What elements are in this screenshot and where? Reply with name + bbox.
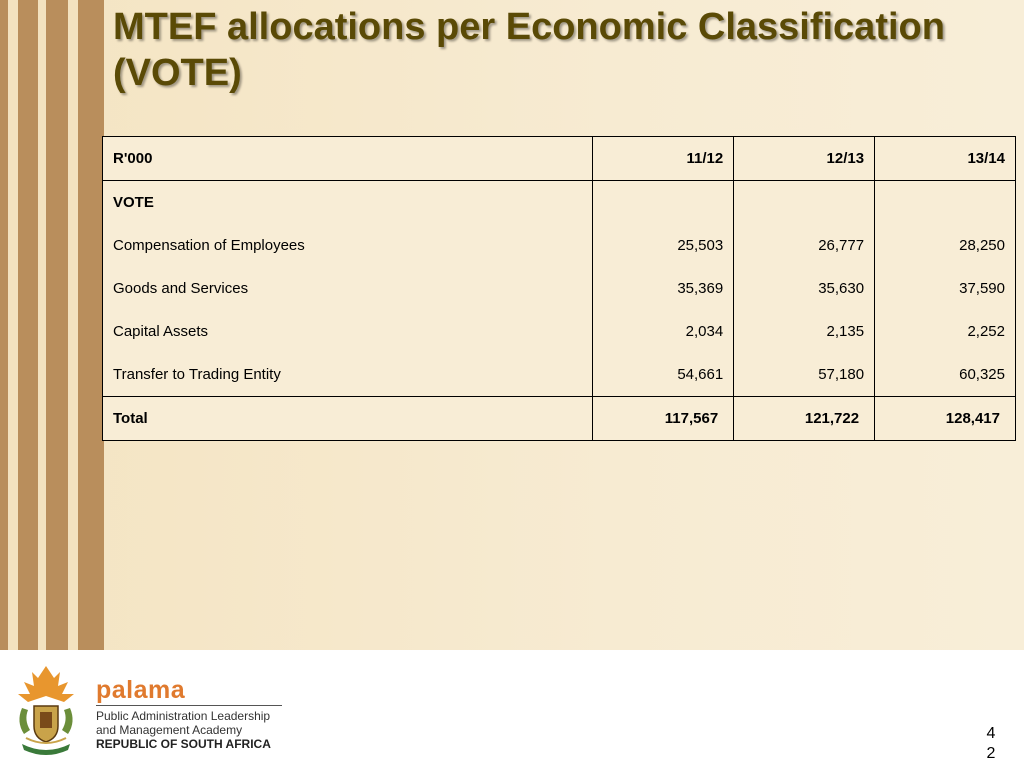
total-value: 128,417 — [874, 396, 1016, 441]
header-year: 13/14 — [874, 136, 1016, 181]
header-year: 11/12 — [592, 136, 735, 181]
brand-divider — [96, 705, 282, 706]
row-label: Compensation of Employees — [101, 224, 594, 267]
row-value: 54,661 — [592, 353, 735, 397]
total-label: Total — [101, 396, 594, 441]
decorative-stripe — [46, 0, 68, 650]
decorative-stripe — [88, 0, 104, 650]
row-value: 25,503 — [592, 224, 735, 267]
row-value: 2,034 — [592, 310, 735, 353]
table-row: Compensation of Employees 25,503 26,777 … — [101, 224, 1016, 267]
total-value: 121,722 — [733, 396, 876, 441]
table-header-row: R'000 11/12 12/13 13/14 — [101, 136, 1016, 181]
org-name-line: Public Administration Leadership — [96, 709, 271, 723]
section-label: VOTE — [101, 180, 594, 224]
row-value: 2,252 — [874, 310, 1016, 353]
row-value: 60,325 — [874, 353, 1016, 397]
decorative-stripe — [38, 0, 46, 650]
row-label: Goods and Services — [101, 267, 594, 310]
table-section-row: VOTE — [101, 180, 1016, 224]
row-value: 57,180 — [733, 353, 876, 397]
decorative-stripe — [0, 0, 8, 650]
decorative-stripe — [68, 0, 78, 650]
mtef-allocations-table: R'000 11/12 12/13 13/14 VOTE Compensatio… — [101, 136, 1016, 441]
row-label: Transfer to Trading Entity — [101, 353, 594, 397]
table-total-row: Total 117,567 121,722 128,417 — [101, 396, 1016, 441]
table-row: Capital Assets 2,034 2,135 2,252 — [101, 310, 1016, 353]
table-row: Goods and Services 35,369 35,630 37,590 — [101, 267, 1016, 310]
row-label: Capital Assets — [101, 310, 594, 353]
total-value: 117,567 — [592, 396, 735, 441]
row-value: 2,135 — [733, 310, 876, 353]
org-name-line: and Management Academy — [96, 723, 243, 737]
page-number: 42 — [986, 725, 996, 762]
brand-name: palama — [96, 676, 186, 704]
coat-of-arms-icon — [18, 666, 74, 755]
decorative-stripe — [78, 0, 88, 650]
slide-footer: palama Public Administration Leadership … — [0, 650, 1024, 768]
country-name: REPUBLIC OF SOUTH AFRICA — [96, 737, 271, 751]
header-year: 12/13 — [733, 136, 876, 181]
table-row: Transfer to Trading Entity 54,661 57,180… — [101, 353, 1016, 397]
decorative-stripe — [8, 0, 18, 650]
row-value: 28,250 — [874, 224, 1016, 267]
row-value: 26,777 — [733, 224, 876, 267]
header-unit-label: R'000 — [101, 136, 594, 181]
decorative-stripe — [18, 0, 38, 650]
slide-title: MTEF allocations per Economic Classifica… — [113, 6, 945, 94]
row-value: 35,630 — [733, 267, 876, 310]
row-value: 37,590 — [874, 267, 1016, 310]
row-value: 35,369 — [592, 267, 735, 310]
